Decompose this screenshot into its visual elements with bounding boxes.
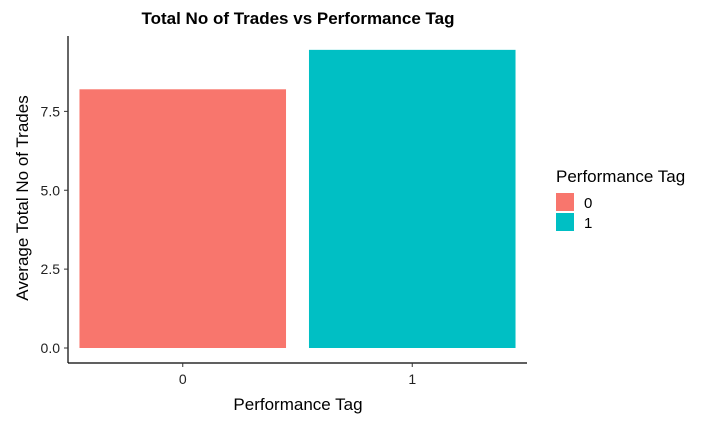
bar-0	[79, 89, 287, 348]
axes-layer: 0.0 2.5 5.0 7.5 0 1	[41, 36, 527, 387]
x-tick-label: 1	[408, 371, 416, 387]
bar-1	[308, 49, 516, 348]
legend-label-1: 1	[584, 215, 592, 232]
legend-key-1	[556, 213, 574, 231]
y-axis-title: Average Total No of Trades	[13, 95, 32, 300]
x-axis-title: Performance Tag	[233, 395, 362, 414]
legend-key-0	[556, 193, 574, 211]
y-tick-label: 0.0	[41, 340, 61, 356]
legend-title: Performance Tag	[556, 167, 685, 186]
legend: Performance Tag 0 1	[556, 167, 685, 232]
legend-label-0: 0	[584, 195, 592, 212]
bars-layer	[79, 49, 516, 348]
y-tick-label: 2.5	[41, 261, 61, 277]
y-tick-label: 5.0	[41, 182, 61, 198]
chart-title: Total No of Trades vs Performance Tag	[141, 9, 454, 28]
y-tick-label: 7.5	[41, 103, 61, 119]
x-tick-label: 0	[179, 371, 187, 387]
